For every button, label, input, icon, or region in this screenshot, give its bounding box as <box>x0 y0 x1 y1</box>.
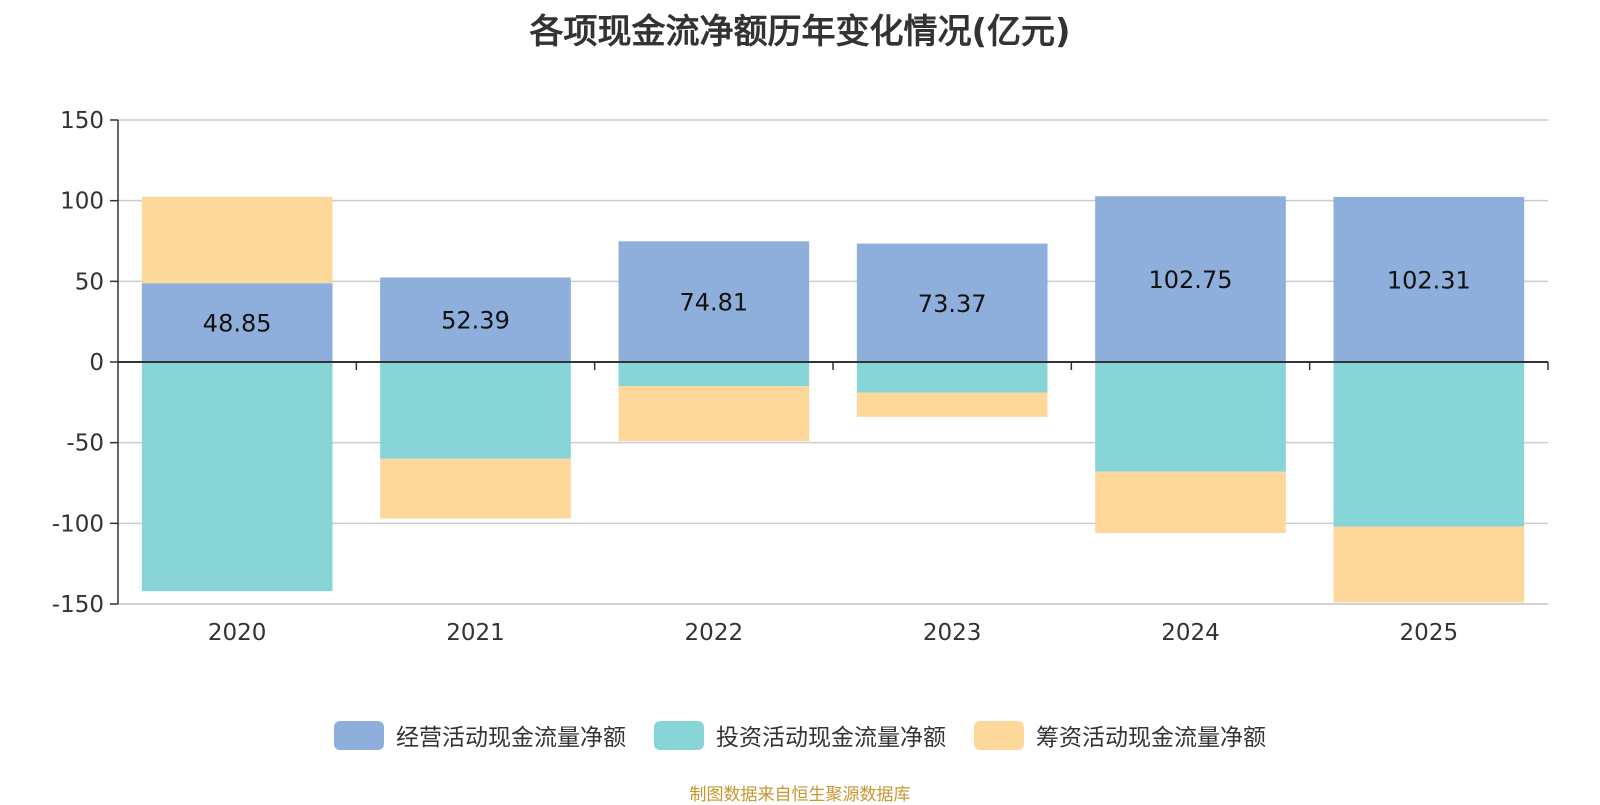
x-tick-label-2024: 2024 <box>1161 620 1220 646</box>
data-label-2025: 102.31 <box>1387 266 1471 294</box>
legend-label-financing: 筹资活动现金流量净额 <box>1036 725 1266 751</box>
grid-layer <box>118 119 1548 605</box>
x-tick-label-2020: 2020 <box>208 620 267 646</box>
legend: 经营活动现金流量净额 投资活动现金流量净额 筹资活动现金流量净额 <box>0 718 1600 752</box>
y-tick-label-5: -100 <box>52 511 104 537</box>
source-note: 制图数据来自恒生聚源数据库 <box>689 785 911 805</box>
y-tick-label-2: 50 <box>75 269 104 295</box>
y-tick-label-3: 0 <box>89 350 104 376</box>
bar-investing-2023 <box>856 362 1048 393</box>
legend-label-operating: 经营活动现金流量净额 <box>396 725 626 751</box>
legend-item-financing[interactable]: 筹资活动现金流量净额 <box>974 718 1266 752</box>
x-tick-label-2025: 2025 <box>1400 620 1459 646</box>
bar-financing-2021 <box>380 458 571 519</box>
bar-financing-2022 <box>618 386 810 442</box>
legend-swatch-investing <box>654 720 704 750</box>
data-label-2021: 52.39 <box>441 307 510 335</box>
data-label-2020: 48.85 <box>203 310 272 338</box>
legend-swatch-operating <box>334 720 384 750</box>
bar-investing-2021 <box>380 362 571 459</box>
legend-label-investing: 投资活动现金流量净额 <box>716 725 946 751</box>
bar-operating-2023 <box>856 243 1048 362</box>
bar-operating-2022 <box>618 241 810 362</box>
bar-operating-2024 <box>1095 196 1286 362</box>
bar-operating-2020 <box>141 283 333 362</box>
bar-operating-2021 <box>380 277 571 362</box>
bar-financing-2023 <box>856 392 1048 417</box>
axis-layer: 150 100 50 0 -50 -100 -150 2020 2021 2022 2023 2024… <box>52 108 1549 646</box>
data-label-2023: 73.37 <box>918 290 987 318</box>
y-tick-label-1: 100 <box>60 189 104 215</box>
stacked-bar-chart: 150 100 50 0 -50 -100 -150 2020 2021 2022 2023 2024… <box>52 108 1549 646</box>
y-tick-label-0: 150 <box>60 108 104 134</box>
legend-swatch-financing <box>974 720 1024 750</box>
bar-operating-2025 <box>1333 196 1525 362</box>
legend-item-operating[interactable]: 经营活动现金流量净额 <box>334 718 626 752</box>
x-tick-label-2022: 2022 <box>685 620 744 646</box>
bar-investing-2024 <box>1095 362 1286 472</box>
y-tick-label-6: -150 <box>52 592 104 618</box>
bar-financing-2025 <box>1333 526 1525 603</box>
x-tick-label-2021: 2021 <box>446 620 505 646</box>
y-tick-label-4: -50 <box>66 431 104 457</box>
data-label-2022: 74.81 <box>679 289 748 317</box>
chart-title: 各项现金流净额历年变化情况(亿元) <box>529 12 1071 52</box>
bar-financing-2024 <box>1095 471 1286 534</box>
label-layer: 48.85 52.39 74.81 73.37 102.75 102.31 <box>203 266 1471 337</box>
x-tick-label-2023: 2023 <box>923 620 982 646</box>
bar-investing-2020 <box>141 362 333 592</box>
data-label-2024: 102.75 <box>1149 266 1233 294</box>
bar-investing-2025 <box>1333 362 1525 527</box>
bar-investing-2022 <box>618 362 810 387</box>
legend-item-investing[interactable]: 投资活动现金流量净额 <box>654 718 946 752</box>
bar-financing-2020 <box>141 196 333 284</box>
bar-layer <box>141 196 1525 603</box>
